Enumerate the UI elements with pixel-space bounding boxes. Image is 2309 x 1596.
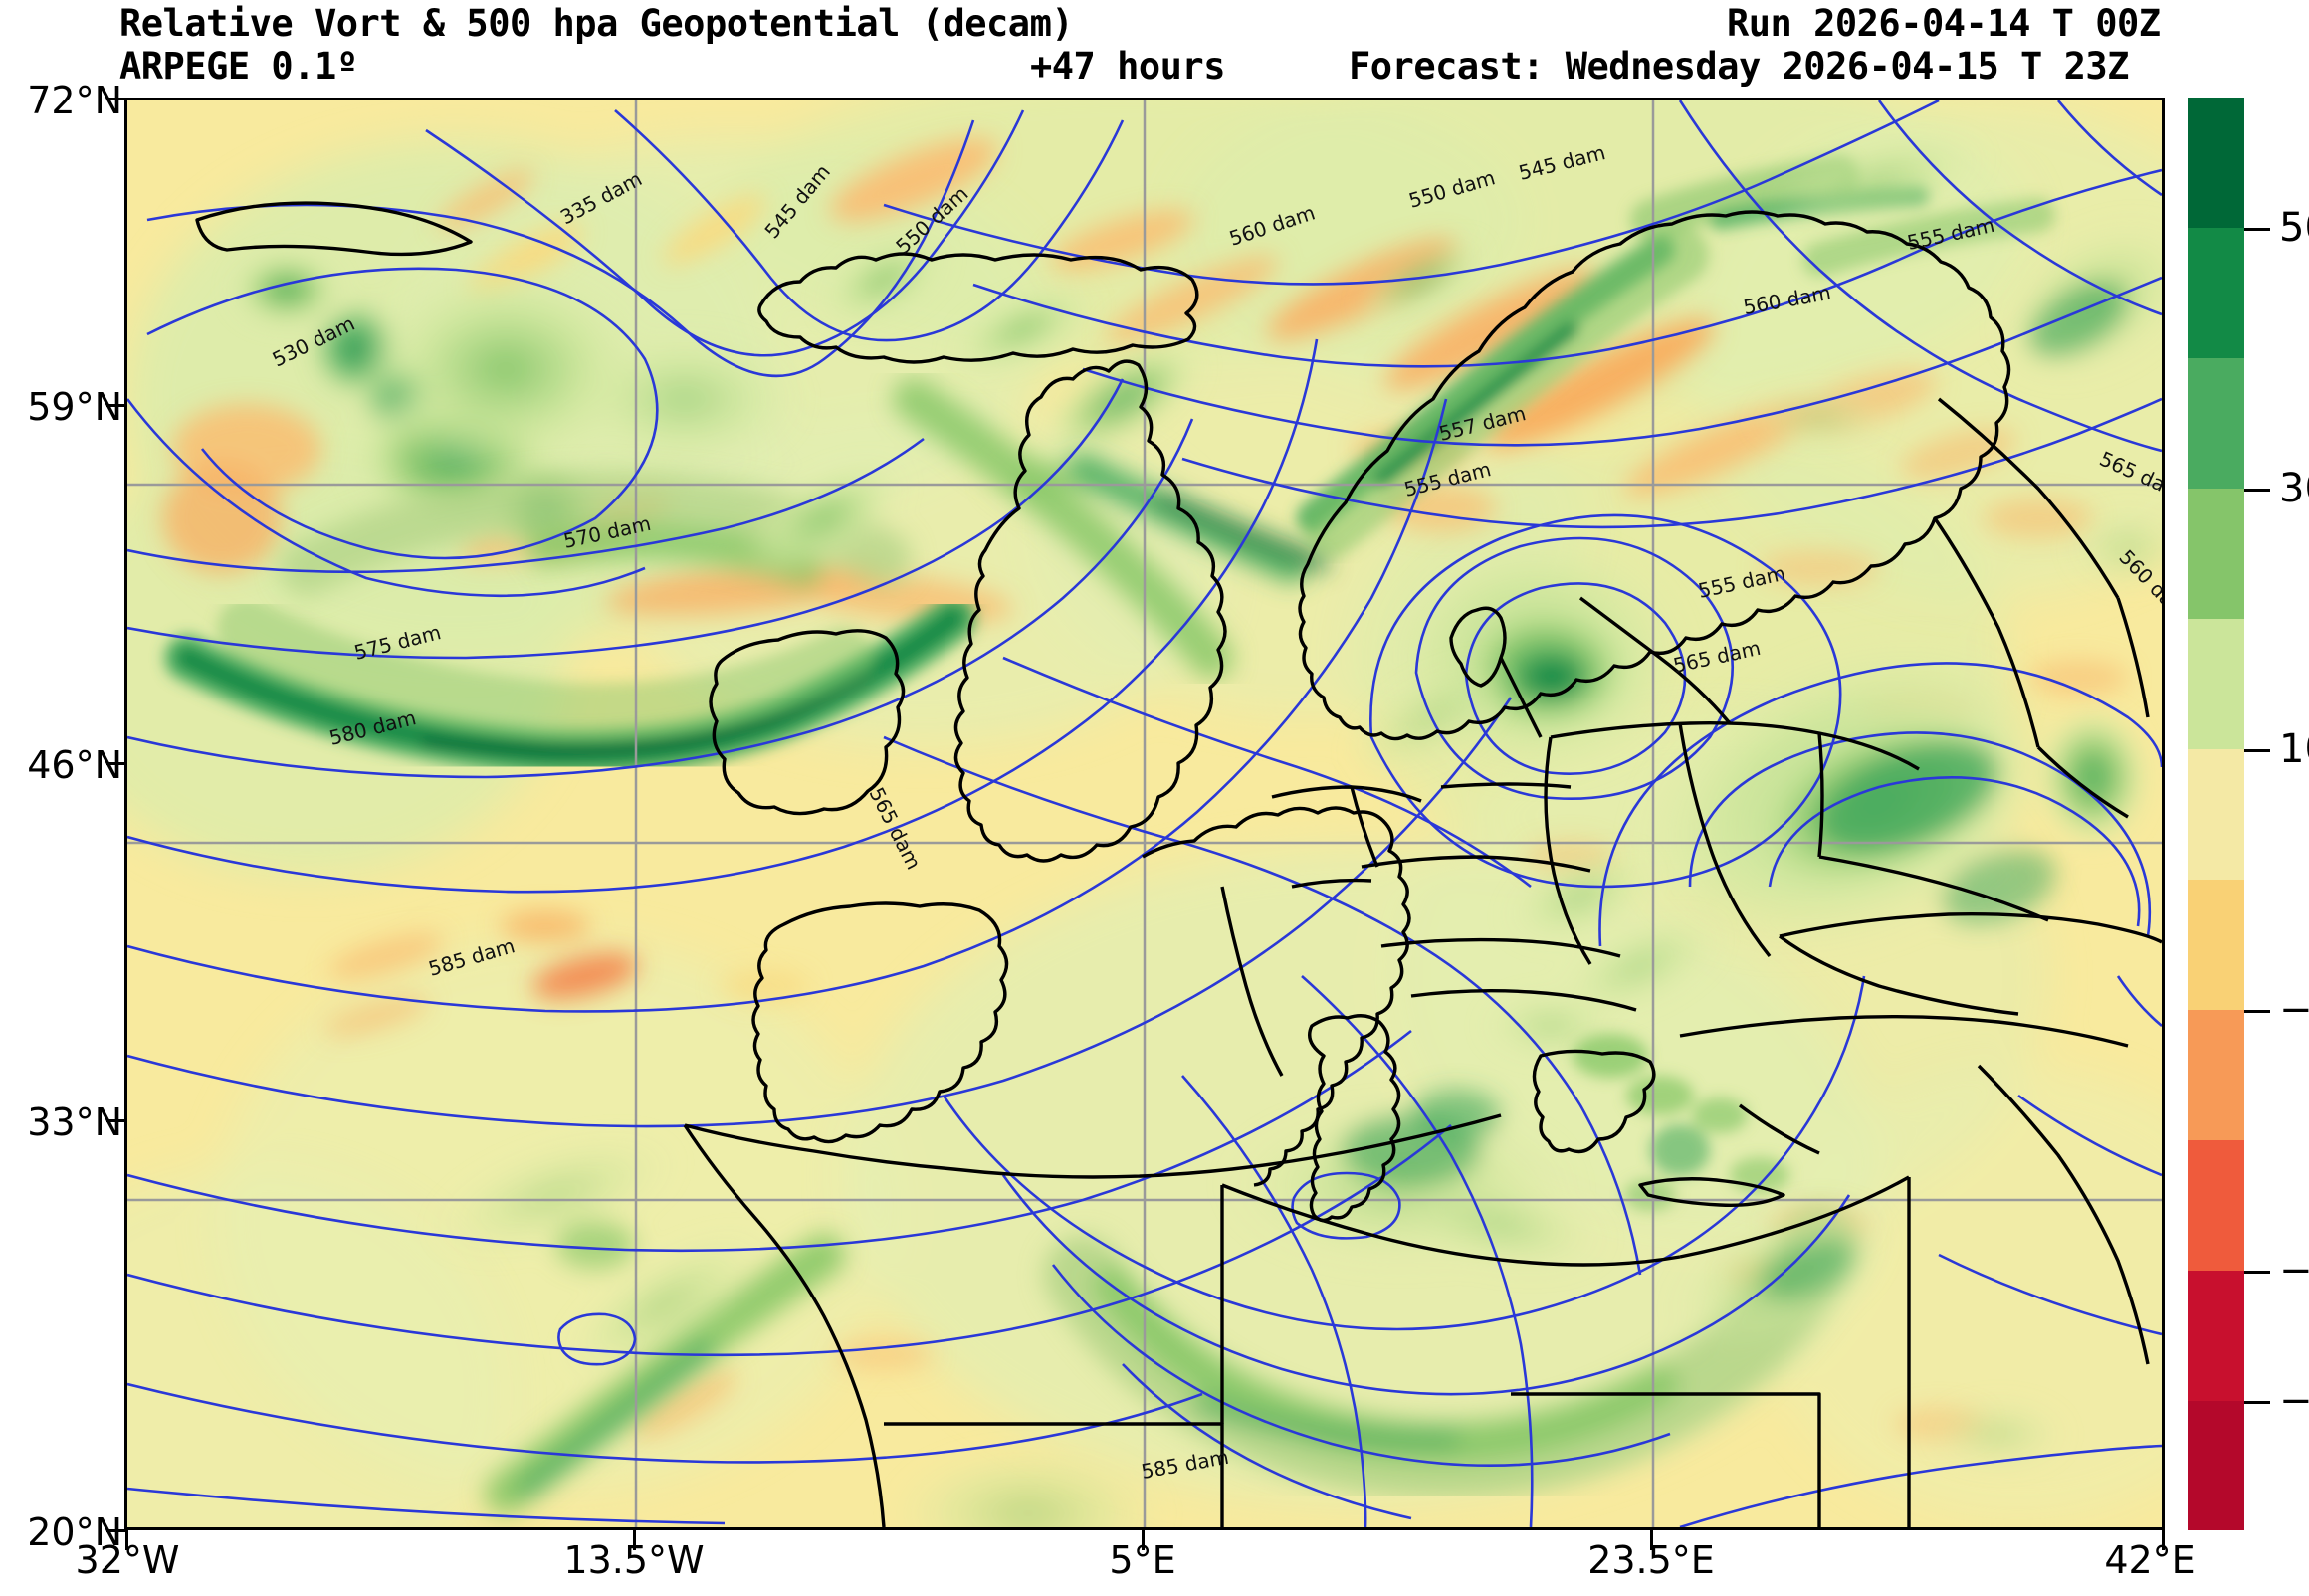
colorbar-label-10: 10 — [2279, 726, 2309, 772]
colorbar-band — [2188, 1271, 2244, 1401]
colorbar-label-neg50: −50 — [2279, 1378, 2309, 1424]
y-tick-mark — [106, 98, 126, 100]
colorbar-band — [2188, 228, 2244, 358]
lead-time-label: +47 hours — [1030, 45, 1225, 88]
colorbar-tick — [2244, 1271, 2270, 1274]
forecast-time-label: Forecast: Wednesday 2026-04-15 T 23Z — [1349, 45, 2129, 88]
geopotential-contours — [127, 100, 2162, 1527]
colorbar-tick — [2244, 489, 2270, 492]
y-tick-label-46n: 46°N — [27, 743, 122, 787]
colorbar-tick — [2244, 228, 2270, 231]
y-tick-label-72n: 72°N — [27, 79, 122, 122]
model-label: ARPEGE 0.1º — [119, 45, 358, 88]
colorbar-band — [2188, 1401, 2244, 1530]
colorbar-band — [2188, 489, 2244, 619]
colorbar: 50 30 10 −10 −30 −50 — [2188, 98, 2309, 1530]
map-plot-area: 530 dam 335 dam 545 dam 550 dam 560 dam … — [124, 98, 2165, 1530]
colorbar-band — [2188, 1140, 2244, 1271]
y-tick-mark — [106, 404, 126, 407]
colorbar-band — [2188, 619, 2244, 749]
x-tick-mark — [2162, 1530, 2165, 1550]
y-tick-mark — [106, 762, 126, 765]
colorbar-band — [2188, 749, 2244, 880]
x-tick-mark — [1142, 1530, 1145, 1550]
x-tick-mark — [1650, 1530, 1653, 1550]
run-time-label: Run 2026-04-14 T 00Z — [1727, 2, 2161, 45]
colorbar-tick — [2244, 1010, 2270, 1013]
coastlines — [195, 201, 2162, 1527]
y-tick-label-33n: 33°N — [27, 1100, 122, 1144]
colorbar-label-neg10: −10 — [2279, 987, 2309, 1033]
colorbar-band — [2188, 98, 2244, 228]
chart-header: Relative Vort & 500 hpa Geopotential (de… — [0, 0, 2309, 96]
x-tick-mark — [125, 1530, 128, 1550]
page-title: Relative Vort & 500 hpa Geopotential (de… — [119, 2, 1074, 45]
colorbar-label-30: 30 — [2279, 466, 2309, 511]
colorbar-label-50: 50 — [2279, 205, 2309, 251]
colorbar-tick — [2244, 1401, 2270, 1404]
y-tick-mark — [106, 1119, 126, 1122]
y-tick-label-20n: 20°N — [27, 1510, 122, 1554]
weather-map-svg: 530 dam 335 dam 545 dam 550 dam 560 dam … — [127, 100, 2162, 1527]
graticule — [127, 100, 2162, 1527]
colorbar-band — [2188, 880, 2244, 1010]
colorbar-label-neg30: −30 — [2279, 1248, 2309, 1294]
colorbar-band — [2188, 358, 2244, 489]
x-tick-label-42e: 42°E — [2104, 1538, 2196, 1582]
colorbar-band — [2188, 1010, 2244, 1140]
y-tick-label-59n: 59°N — [27, 385, 122, 429]
colorbar-tick — [2244, 749, 2270, 752]
y-tick-mark — [106, 1529, 126, 1532]
x-tick-mark — [633, 1530, 636, 1550]
